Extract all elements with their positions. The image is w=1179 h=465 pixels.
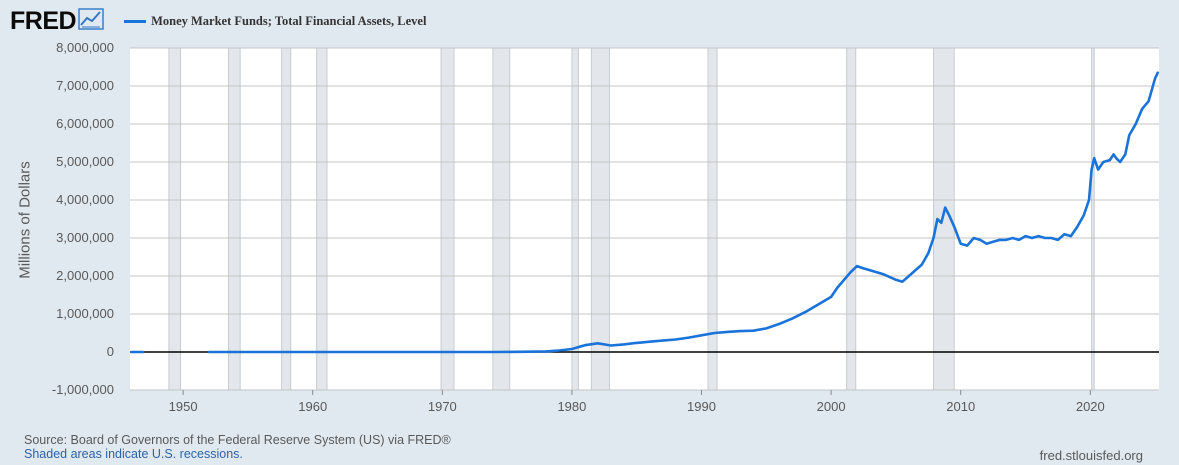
- y-tick-label: 0: [107, 344, 114, 359]
- chart: -1,000,000 0 1,000,000 2,000,000 3,000,000 4,…: [52, 40, 1159, 414]
- y-tick-label: 7,000,000: [56, 78, 114, 93]
- recession-band: [168, 47, 182, 391]
- x-tick-label: 2010: [946, 399, 975, 414]
- x-tick-label: 2020: [1076, 399, 1105, 414]
- series-lines: [130, 71, 1159, 354]
- source-note: Source: Board of Governors of the Federa…: [24, 433, 451, 447]
- site-url[interactable]: fred.stlouisfed.org: [1039, 448, 1143, 463]
- y-tick-label: 2,000,000: [56, 268, 114, 283]
- y-tick-label: 6,000,000: [56, 116, 114, 131]
- recession-band: [281, 47, 292, 391]
- y-tick-label: 1,000,000: [56, 306, 114, 321]
- x-tick-label: 2000: [817, 399, 846, 414]
- y-tick-label: -1,000,000: [52, 382, 114, 397]
- chart-header: FRED Money Market Funds; Total Financial…: [10, 6, 426, 36]
- plot-area: [130, 48, 1159, 390]
- y-tick-label: 8,000,000: [56, 40, 114, 55]
- series-line: [207, 71, 1159, 354]
- y-tick-label: 5,000,000: [56, 154, 114, 169]
- trend-line-icon: [78, 7, 104, 35]
- chart-legend: Money Market Funds; Total Financial Asse…: [124, 14, 426, 29]
- recession-band: [571, 47, 579, 391]
- x-tick-labels: 1950 1960 1970 1980 1990 2000 2010 2020: [169, 399, 1105, 414]
- recession-band: [590, 47, 611, 391]
- fred-logo[interactable]: FRED: [10, 6, 77, 35]
- recession-band: [492, 47, 511, 391]
- recession-band: [227, 47, 241, 391]
- x-tick-label: 1950: [169, 399, 198, 414]
- recession-band: [707, 47, 718, 391]
- x-tick-label: 1990: [687, 399, 716, 414]
- gridlines: [130, 47, 1159, 395]
- x-tick-label: 1960: [298, 399, 327, 414]
- footer-source-block: Source: Board of Governors of the Federa…: [24, 433, 451, 461]
- x-tick-label: 1970: [428, 399, 457, 414]
- y-tick-label: 4,000,000: [56, 192, 114, 207]
- legend-swatch: [124, 19, 147, 23]
- y-tick-label: 3,000,000: [56, 230, 114, 245]
- recession-band: [1091, 47, 1095, 391]
- recession-band: [316, 47, 328, 391]
- x-tick-label: 1980: [557, 399, 586, 414]
- recession-note[interactable]: Shaded areas indicate U.S. recessions.: [24, 447, 243, 461]
- legend-label: Money Market Funds; Total Financial Asse…: [151, 13, 427, 28]
- recession-band: [846, 47, 857, 391]
- recession-band: [440, 47, 455, 391]
- y-tick-labels: -1,000,000 0 1,000,000 2,000,000 3,000,000 4,…: [52, 40, 114, 397]
